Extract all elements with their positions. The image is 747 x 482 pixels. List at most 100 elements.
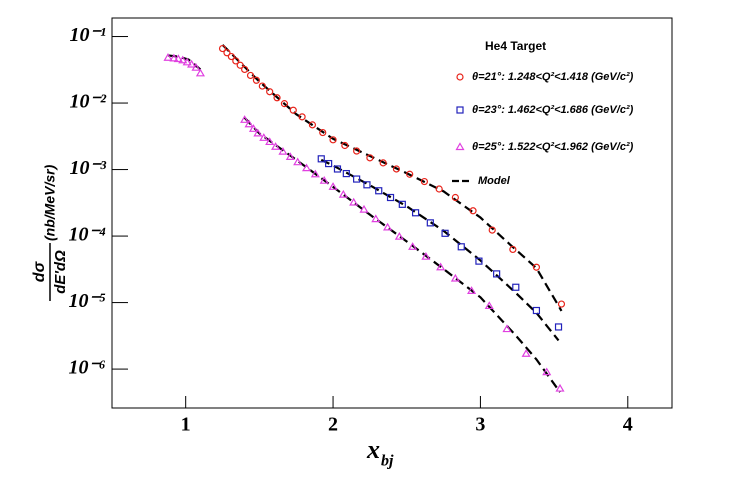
point xyxy=(252,76,261,84)
x-tick-label: 4 xyxy=(623,414,633,436)
point xyxy=(450,273,460,282)
plot-frame xyxy=(111,17,673,409)
x-tick-label: 3 xyxy=(475,414,485,436)
point xyxy=(301,163,312,172)
point xyxy=(266,88,274,96)
y-label-den: dE'dΩ xyxy=(52,250,69,294)
point xyxy=(329,136,337,144)
point xyxy=(187,59,197,68)
point xyxy=(244,119,254,128)
point xyxy=(532,306,541,315)
point xyxy=(191,63,201,71)
x-tick-label: 1 xyxy=(181,414,191,436)
point xyxy=(353,175,361,183)
point xyxy=(169,53,179,62)
point xyxy=(469,207,477,215)
point xyxy=(338,189,348,198)
point xyxy=(173,54,183,63)
point xyxy=(223,49,231,57)
point xyxy=(319,176,329,184)
point xyxy=(555,383,565,392)
point xyxy=(319,128,327,137)
point xyxy=(182,57,192,66)
point xyxy=(265,137,275,146)
point xyxy=(509,245,517,254)
point xyxy=(241,65,249,74)
point xyxy=(366,154,374,162)
point xyxy=(289,106,297,114)
point xyxy=(411,209,420,217)
point xyxy=(457,243,465,251)
point xyxy=(542,367,552,376)
y-label-unit: (nb/MeV/sr) xyxy=(42,164,58,241)
point xyxy=(317,155,325,163)
point xyxy=(259,133,269,141)
point xyxy=(379,159,387,167)
y-tick-label: 10⁻³ xyxy=(69,157,107,179)
x-axis-label: x xyxy=(366,435,380,464)
legend-marker xyxy=(456,73,464,81)
point xyxy=(227,52,235,61)
point xyxy=(236,61,244,69)
point xyxy=(195,68,205,77)
point xyxy=(253,128,263,137)
point xyxy=(557,300,566,308)
point xyxy=(451,193,459,202)
y-tick-label: 10⁻⁵ xyxy=(68,290,106,312)
point xyxy=(554,323,563,331)
y-axis-label: dσ dE'dΩ (nb/MeV/sr) xyxy=(31,164,69,301)
x-tick-label: 2 xyxy=(328,414,338,436)
point xyxy=(371,214,381,223)
point xyxy=(475,257,483,265)
model-curve xyxy=(243,117,561,393)
point xyxy=(163,53,173,61)
point xyxy=(484,301,494,310)
point xyxy=(258,82,266,90)
point xyxy=(426,219,434,227)
point xyxy=(232,57,240,65)
model-curve xyxy=(320,158,560,342)
point xyxy=(353,147,361,155)
legend-label: Model xyxy=(478,175,511,187)
point xyxy=(420,177,429,186)
legend-marker xyxy=(455,142,465,151)
point xyxy=(218,44,227,53)
point xyxy=(342,169,350,178)
point xyxy=(435,185,443,193)
point xyxy=(271,142,281,150)
y-tick-label: 10⁻⁴ xyxy=(68,224,106,246)
point xyxy=(532,263,541,271)
y-tick-label: 10⁻⁶ xyxy=(68,357,106,379)
point xyxy=(467,286,477,294)
point xyxy=(248,124,259,132)
point xyxy=(398,200,406,208)
point xyxy=(349,197,359,206)
point xyxy=(408,242,418,250)
point xyxy=(421,251,431,260)
point xyxy=(493,270,501,278)
point xyxy=(308,121,317,129)
point xyxy=(278,146,288,155)
point xyxy=(359,204,369,213)
legend-marker xyxy=(456,106,464,114)
y-tick-label: 10⁻¹ xyxy=(69,24,106,46)
point xyxy=(406,170,414,178)
legend-label: θ=23°: 1.462<Q²<1.686 (GeV/c²) xyxy=(472,104,634,116)
legend-label: θ=21°: 1.248<Q²<1.418 (GeV/c²) xyxy=(472,71,634,83)
y-label-num: dσ xyxy=(31,260,48,282)
point xyxy=(502,324,512,333)
y-tick-label: 10⁻² xyxy=(69,91,107,113)
point xyxy=(375,187,383,195)
point xyxy=(441,229,449,237)
point xyxy=(394,231,404,240)
point xyxy=(325,159,333,168)
point xyxy=(328,182,338,190)
point xyxy=(285,152,295,161)
point xyxy=(392,165,401,173)
x-axis-label-sub: bj xyxy=(381,453,394,470)
point xyxy=(240,115,250,123)
point xyxy=(521,349,531,357)
point xyxy=(436,262,446,271)
legend-label: θ=25°: 1.522<Q²<1.962 (GeV/c²) xyxy=(472,141,634,153)
